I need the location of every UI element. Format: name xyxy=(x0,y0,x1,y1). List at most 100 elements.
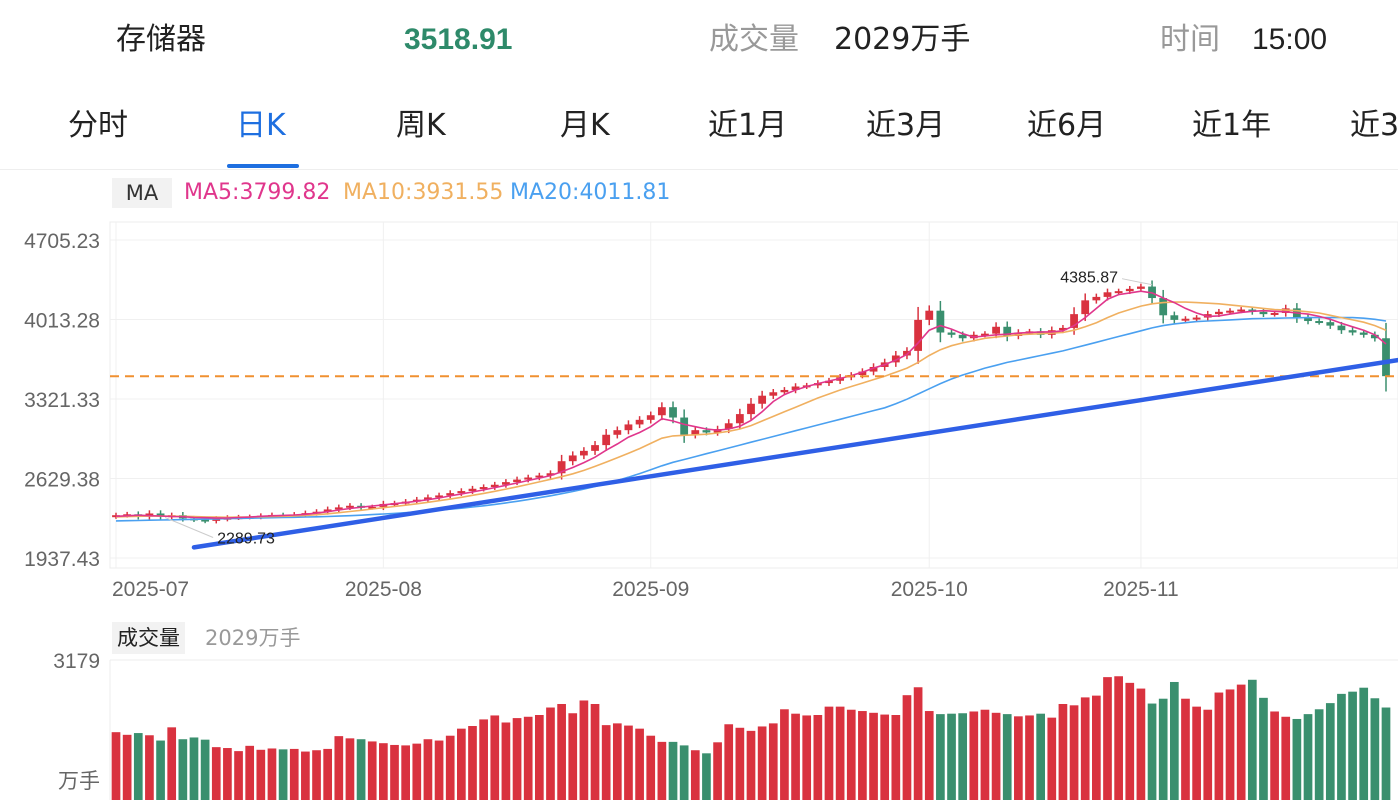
volume-bar xyxy=(1259,697,1268,800)
tab-3-months[interactable]: 近3月 xyxy=(866,108,946,143)
ma5-line xyxy=(115,290,1387,519)
volume-bars xyxy=(111,676,1391,800)
candle-body xyxy=(936,310,945,333)
candle-body xyxy=(747,403,755,415)
candle xyxy=(657,402,666,421)
candle xyxy=(591,441,599,455)
volume-bar xyxy=(612,723,622,800)
candle-body xyxy=(1092,296,1101,301)
candle-body xyxy=(657,407,666,416)
candle-body xyxy=(479,487,488,490)
candle-body xyxy=(1181,318,1190,321)
trendline xyxy=(191,357,1398,550)
candle-body xyxy=(602,434,611,446)
candle xyxy=(424,494,432,503)
candle-body xyxy=(613,430,622,435)
date-tick-label: 2025-11 xyxy=(1103,578,1179,601)
volume-bar xyxy=(757,726,767,800)
tab-6-months[interactable]: 近6月 xyxy=(1027,108,1107,143)
candle-body xyxy=(212,518,221,521)
candle-body xyxy=(825,380,833,384)
volume-bar xyxy=(189,737,199,800)
candle xyxy=(1370,331,1379,342)
volume-bar xyxy=(367,741,377,800)
date-tick-label: 2025-09 xyxy=(612,578,689,601)
tab-3-years[interactable]: 近3年 xyxy=(1350,108,1398,143)
volume-bar xyxy=(1270,711,1279,800)
volume-bar xyxy=(501,722,511,800)
candle-body xyxy=(1359,332,1368,335)
candle xyxy=(446,490,455,499)
volume-bar xyxy=(746,730,756,800)
candle xyxy=(769,388,778,399)
candle-body xyxy=(858,371,867,376)
candle-body xyxy=(201,519,210,522)
candle-body xyxy=(680,417,689,435)
volume-bar xyxy=(557,703,566,800)
candle-body xyxy=(1192,317,1201,320)
volume-bar xyxy=(468,726,477,800)
volume-bar xyxy=(880,714,890,800)
date-axis: 2025-07 2025-08 2025-09 2025-10 2025-11 xyxy=(112,578,1179,601)
candle-body xyxy=(1159,298,1168,316)
tab-weekly-k[interactable]: 周K xyxy=(396,108,446,143)
tab-intraday[interactable]: 分时 xyxy=(68,108,128,143)
price-tick-label: 4705.23 xyxy=(24,230,100,253)
volume-selector[interactable]: 成交量 xyxy=(112,622,185,654)
volume-bar xyxy=(278,749,288,800)
ma-selector[interactable]: MA xyxy=(112,178,172,208)
time-label: 时间 xyxy=(1160,22,1220,57)
volume-bar xyxy=(980,709,990,800)
candle xyxy=(624,420,633,435)
candle-body xyxy=(1226,310,1234,313)
candle-body xyxy=(1259,311,1268,315)
volume-bar xyxy=(991,712,1001,800)
volume-bar xyxy=(891,715,901,800)
candle-body xyxy=(1304,317,1312,322)
volume-axis: 3179 万手 xyxy=(53,650,100,793)
tab-1-year[interactable]: 近1年 xyxy=(1192,108,1272,143)
volume-bar xyxy=(111,732,121,800)
candle xyxy=(825,377,833,386)
candle xyxy=(1181,316,1190,323)
candle-body xyxy=(1214,311,1223,315)
candle-body xyxy=(446,493,455,496)
candle-body xyxy=(981,333,989,336)
candle xyxy=(747,398,755,420)
candle xyxy=(735,408,744,429)
tab-1-month[interactable]: 近1月 xyxy=(708,108,788,143)
candle xyxy=(635,416,644,429)
volume-bar xyxy=(1181,698,1190,800)
candle-body xyxy=(780,389,789,393)
candle-body xyxy=(691,430,700,435)
volume-bar xyxy=(412,743,422,800)
candle-body xyxy=(524,477,533,480)
date-tick-label: 2025-07 xyxy=(112,578,189,601)
candle xyxy=(1159,289,1168,324)
candle-body xyxy=(579,450,588,456)
candle xyxy=(546,470,555,479)
volume-bar xyxy=(234,751,243,800)
volume-bar xyxy=(1103,677,1112,800)
volume-bar xyxy=(1169,681,1179,800)
volume-unit-label: 万手 xyxy=(58,770,100,793)
volume-bar xyxy=(301,751,310,800)
volume-tick-label: 3179 xyxy=(53,650,100,673)
volume-bar xyxy=(690,750,700,800)
date-tick-label: 2025-08 xyxy=(345,578,422,601)
price-tick-label: 1937.43 xyxy=(24,548,100,571)
volume-bar xyxy=(1125,682,1135,800)
tab-monthly-k[interactable]: 月K xyxy=(560,108,610,143)
volume-bar xyxy=(958,713,968,800)
candle xyxy=(1326,318,1335,329)
candle-body xyxy=(958,334,967,339)
tab-daily-k[interactable]: 日K xyxy=(236,108,286,143)
volume-bar xyxy=(1036,713,1045,800)
volume-bar xyxy=(490,715,500,800)
volume-bar xyxy=(679,745,689,800)
volume-bar xyxy=(802,715,812,800)
volume-panel-value: 2029万手 xyxy=(205,626,301,650)
max-annotation-label: 4385.87 xyxy=(1060,270,1118,287)
candle xyxy=(791,383,800,394)
